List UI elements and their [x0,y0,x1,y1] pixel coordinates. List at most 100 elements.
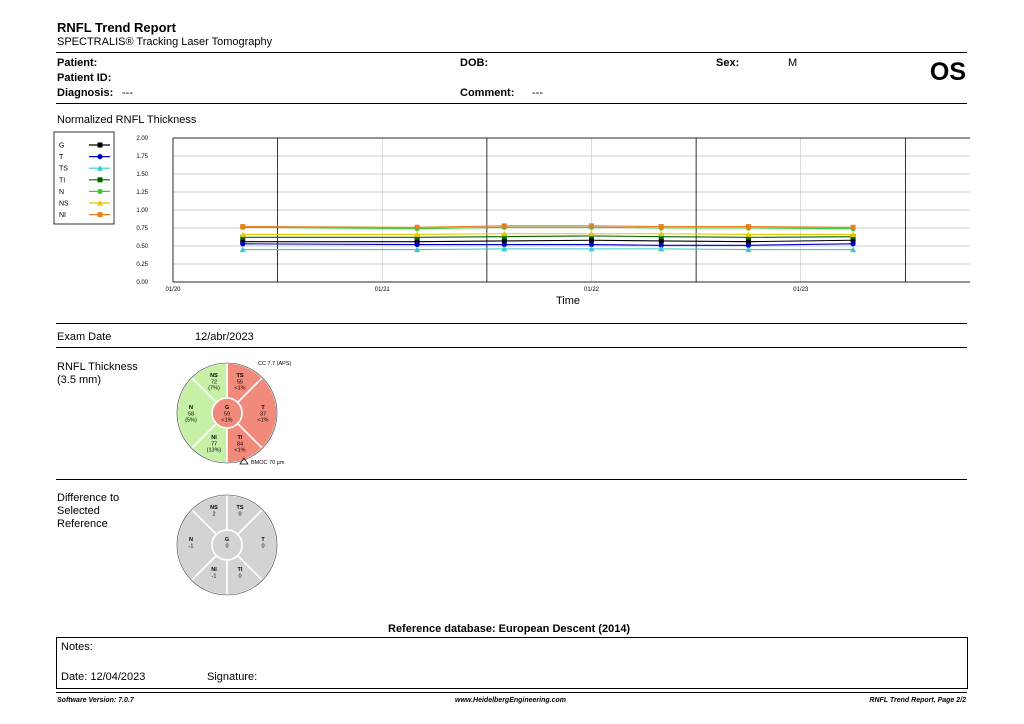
data-point [240,241,246,247]
data-point [850,246,857,253]
sector-name: TI [238,567,243,573]
data-point [658,242,664,248]
x-axis-label: Time [556,295,580,307]
sector-value: 0 [225,543,228,549]
sector-percentile: (13%) [207,448,222,454]
legend-marker [97,154,103,160]
thickness-wedges [176,362,278,464]
data-point [414,234,420,240]
sector-percentile: (7%) [208,386,220,392]
y-tick-label: 0.00 [136,280,148,286]
data-point [745,224,751,230]
legend-item: NI [59,212,110,219]
y-tick-label: 1.50 [136,172,148,178]
sector-label-t: T0 [261,537,265,549]
sector-name: NS [210,373,218,379]
data-point [501,245,508,252]
sector-name: T [261,537,265,543]
divider [56,692,967,693]
sector-label-g: G59<1% [221,405,232,424]
sector-name: N [189,405,193,411]
sector-g [211,529,243,561]
sector-name: TS [236,505,243,511]
sector-label-ni: NI-1 [211,567,217,579]
sector-name: NI [211,567,217,573]
data-point [501,230,508,237]
series-line [242,243,854,246]
chart-grid [172,137,970,283]
y-tick-label: 2.00 [136,136,148,142]
data-point [745,239,751,245]
data-point [501,223,507,229]
sector-value: 77 [211,441,217,447]
sector-label-ns: NS2 [210,505,218,517]
legend-item: N [59,188,110,196]
series-ts [239,245,857,253]
y-axis-ticks: 0.00 0.25 0.50 0.75 1.00 1.25 1.50 1.75 2.00 [136,136,148,286]
sector-name: TI [238,435,243,441]
legend-marker [97,200,103,206]
patient-id-label: Patient ID: [57,72,112,84]
divider [56,347,967,348]
data-point [850,241,856,247]
notes-box [56,637,968,689]
report-title: RNFL Trend Report [57,20,176,35]
legend-marker [97,212,103,218]
y-tick-label: 1.00 [136,208,148,214]
series-line [242,233,854,236]
series-g [240,237,856,245]
data-point [588,241,595,248]
x-tick-label: 01/23 [793,287,809,293]
bmo-triangle-icon [239,457,249,465]
sector-label-n: N58(5%) [185,405,197,424]
legend-label: NS [59,201,69,208]
y-tick-label: 0.25 [136,262,148,268]
trend-section-title: Normalized RNFL Thickness [57,114,197,126]
data-point [588,230,595,237]
report-subtitle: SPECTRALIS® Tracking Laser Tomography [57,36,273,48]
eye-indicator: OS [929,58,966,86]
data-point [745,234,751,240]
sector-percentile: <1% [234,386,245,392]
sector-label-g: G0 [225,537,229,549]
data-point [658,238,664,244]
sector-value: 84 [237,441,243,447]
sector-outline [176,362,278,464]
legend-label: G [59,143,64,150]
series-line [242,239,854,243]
difference-label-line3: Reference [57,518,108,530]
data-point [850,237,856,243]
sector-percentile: <1% [257,418,268,424]
data-point [745,242,752,248]
difference-wedges [176,494,278,596]
notes-label: Notes: [61,641,93,653]
legend-label: N [59,189,64,196]
sector-label-n: N-1 [189,537,194,549]
reference-database: Reference database: European Descent (20… [388,623,631,635]
divider [56,103,967,104]
data-point [239,246,246,253]
series-t [240,241,856,248]
sector-name: NS [210,505,218,511]
data-point [658,230,665,237]
chart-legend [53,131,115,225]
plot-area [172,137,970,283]
difference-label-line1: Difference to [57,492,120,504]
sector-label-ts: TS0 [236,505,243,517]
legend-item: T [59,154,110,161]
sector-name: NI [211,435,217,441]
legend-item: NS [59,200,110,208]
sector-value: 72 [211,379,217,385]
sector-value: 58 [188,411,194,417]
sector-value: 37 [260,411,266,417]
data-point [745,231,752,237]
data-point [414,241,420,248]
sector-g [211,397,243,429]
legend-marker [97,188,103,194]
data-point [240,234,246,240]
data-point [414,231,421,237]
